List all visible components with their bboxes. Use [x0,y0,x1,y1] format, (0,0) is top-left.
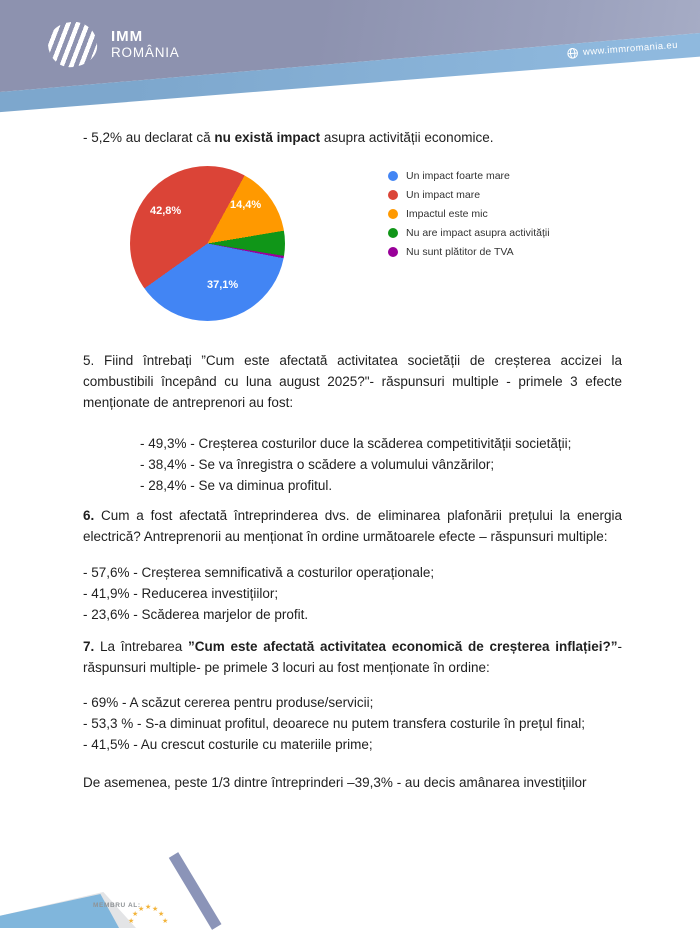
imm-logo-icon [46,20,99,69]
logo-text-imm: IMM [111,28,144,46]
pie-label-impact-mare: 42,8% [150,205,182,217]
legend-item: Un impact mare [388,185,550,204]
list-item: - 28,4% - Se va diminua profitul. [140,478,333,493]
intro-bold-text: nu există impact [214,130,321,145]
section-5-list: - 49,3% - Creșterea costurilor duce la s… [83,433,622,496]
list-item: - 41,5% - Au crescut costurile cu materi… [83,737,373,752]
section-5-paragraph: 5. Fiind întrebați ”Cum este afectată ac… [83,350,622,413]
legend-item: Nu sunt plătitor de TVA [388,242,550,261]
section-6-number: 6. [83,508,95,523]
list-item: - 53,3 % - S-a diminuat profitul, deoare… [83,716,586,731]
closing-paragraph: De asemenea, peste 1/3 dintre întreprind… [83,775,587,790]
eu-star-icon: ★ [145,904,152,911]
eu-star-icon: ★ [128,918,135,925]
section-7-number: 7. [83,639,95,654]
footer-diagonal-stripe [168,852,222,930]
globe-icon [567,48,578,59]
pie-label-impact-mic: 14,4% [230,199,262,211]
section-5-number: 5. [83,353,95,368]
membru-al-label: MEMBRU AL: [93,902,141,909]
eu-star-icon: ★ [132,911,139,918]
legend-label: Impactul este mic [406,207,488,220]
section-6-paragraph: 6. Cum a fost afectată întreprinderea dv… [83,505,622,547]
section-6-list: - 57,6% - Creșterea semnificativă a cost… [83,562,622,625]
page-header: IMM ROMÂNIA www.immromania.eu [0,0,700,118]
legend-swatch-red-icon [388,189,398,200]
legend-swatch-green-icon [388,227,398,238]
section-5-text: Fiind întrebați ”Cum este afectată activ… [83,353,622,410]
list-item: - 41,9% - Reducerea investițiilor; [83,586,279,601]
list-item: - 69% - A scăzut cererea pentru produse/… [83,695,374,710]
section-7-paragraph: 7. La întrebarea ”Cum este afectată acti… [83,636,622,678]
section-6-text: Cum a fost afectată întreprinderea dvs. … [83,508,622,544]
eu-star-icon: ★ [158,911,165,918]
section-7-list: - 69% - A scăzut cererea pentru produse/… [83,692,622,755]
legend-swatch-orange-icon [388,208,398,219]
legend-item: Impactul este mic [388,204,550,223]
list-item: - 57,6% - Creșterea semnificativă a cost… [83,565,435,580]
legend-swatch-purple-icon [388,246,398,257]
legend-label: Un impact mare [406,188,481,201]
imm-romania-logo: IMM ROMÂNIA [46,20,180,69]
list-item: - 23,6% - Scăderea marjelor de profit. [83,607,309,622]
eu-star-icon: ★ [162,918,169,925]
section-7-text-post: - răspunsuri multiple- pe primele 3 locu… [83,639,622,675]
legend-swatch-blue-icon [388,170,398,181]
section-7-text-pre: La întrebarea [94,639,188,654]
website-link[interactable]: www.immromania.eu [567,40,678,59]
legend-label: Nu sunt plătitor de TVA [406,245,514,258]
legend-item: Un impact foarte mare [388,166,550,185]
pie-chart: 42,8% 14,4% 37,1% [130,166,285,321]
pie-label-impact-foarte-mare: 37,1% [207,279,239,291]
logo-text-romania: ROMÂNIA [111,45,180,61]
chart-legend: Un impact foarte mare Un impact mare Imp… [388,166,550,261]
legend-label: Un impact foarte mare [406,169,510,182]
eu-star-icon: ★ [138,906,145,913]
page-content: - 5,2% au declarat că nu există impact a… [0,118,700,793]
intro-bullet-line: - 5,2% au declarat că nu există impact a… [83,127,622,148]
list-item: - 38,4% - Se va înregistra o scădere a v… [140,457,495,472]
intro-text: - 5,2% au declarat că [83,130,215,145]
legend-item: Nu are impact asupra activității [388,223,550,242]
list-item: - 49,3% - Creșterea costurilor duce la s… [140,436,572,451]
eu-star-icon: ★ [152,906,159,913]
legend-label: Nu are impact asupra activității [406,226,550,239]
intro-text-post: asupra activității economice. [320,130,494,145]
pie-chart-figure: 42,8% 14,4% 37,1% Un impact foarte mare … [83,162,622,330]
section-7-bold-question: ”Cum este afectată activitatea economică… [188,639,618,654]
